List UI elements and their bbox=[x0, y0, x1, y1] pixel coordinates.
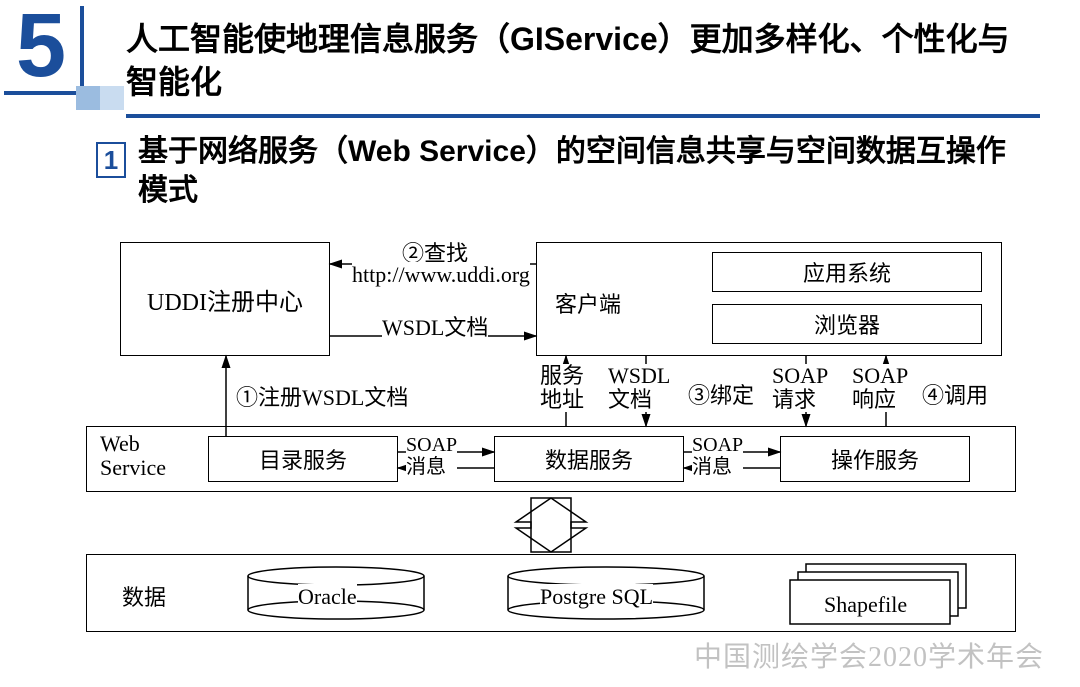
label-shapefile: Shapefile bbox=[824, 592, 907, 618]
label-data: 数据 bbox=[122, 580, 166, 612]
label-oracle: Oracle bbox=[298, 584, 357, 610]
node-browser: 浏览器 bbox=[712, 304, 982, 344]
title-underline bbox=[126, 114, 1040, 118]
node-oracle: Oracle bbox=[246, 566, 426, 616]
architecture-diagram: UDDI注册中心 客户端 应用系统 浏览器 Web Service 目录服务 数… bbox=[86, 228, 1016, 658]
node-catalog-service: 目录服务 bbox=[208, 436, 398, 482]
slide-title: 人工智能使地理信息服务（GIService）更加多样化、个性化与智能化 bbox=[126, 18, 1040, 104]
label-svc-addr: 服务 地址 bbox=[540, 364, 584, 412]
subsection-number: 1 bbox=[96, 142, 126, 178]
label-soap-req: SOAP 请求 bbox=[772, 364, 828, 412]
label-soap-resp: SOAP 响应 bbox=[852, 364, 908, 412]
label-invoke: ④调用 bbox=[922, 378, 988, 410]
node-client-label: 客户端 bbox=[555, 287, 621, 319]
node-app-system: 应用系统 bbox=[712, 252, 982, 292]
section-number: 5 bbox=[4, 6, 84, 95]
label-postgresql: Postgre SQL bbox=[540, 584, 653, 610]
label-web-service: Web Service bbox=[100, 432, 166, 480]
label-wsdl-doc2: WSDL 文档 bbox=[608, 364, 670, 412]
label-soap-msg2: SOAP 消息 bbox=[692, 434, 743, 478]
node-postgresql: Postgre SQL bbox=[506, 566, 706, 616]
label-bind: ③绑定 bbox=[688, 378, 754, 410]
node-data-service: 数据服务 bbox=[494, 436, 684, 482]
subsection-title: 基于网络服务（Web Service）的空间信息共享与空间数据互操作模式 bbox=[138, 132, 1020, 210]
node-shapefile: Shapefile bbox=[786, 562, 976, 622]
label-register: ①注册WSDL文档 bbox=[236, 380, 408, 412]
label-wsdl-doc: WSDL文档 bbox=[382, 310, 488, 342]
decor-square bbox=[76, 86, 100, 110]
decor-square bbox=[100, 86, 124, 110]
label-soap-msg1: SOAP 消息 bbox=[406, 434, 457, 478]
label-uddi-url: http://www.uddi.org bbox=[352, 262, 530, 288]
node-operation-service: 操作服务 bbox=[780, 436, 970, 482]
watermark: 中国测绘学会2020学术年会 bbox=[694, 635, 1044, 675]
node-uddi: UDDI注册中心 bbox=[120, 242, 330, 356]
